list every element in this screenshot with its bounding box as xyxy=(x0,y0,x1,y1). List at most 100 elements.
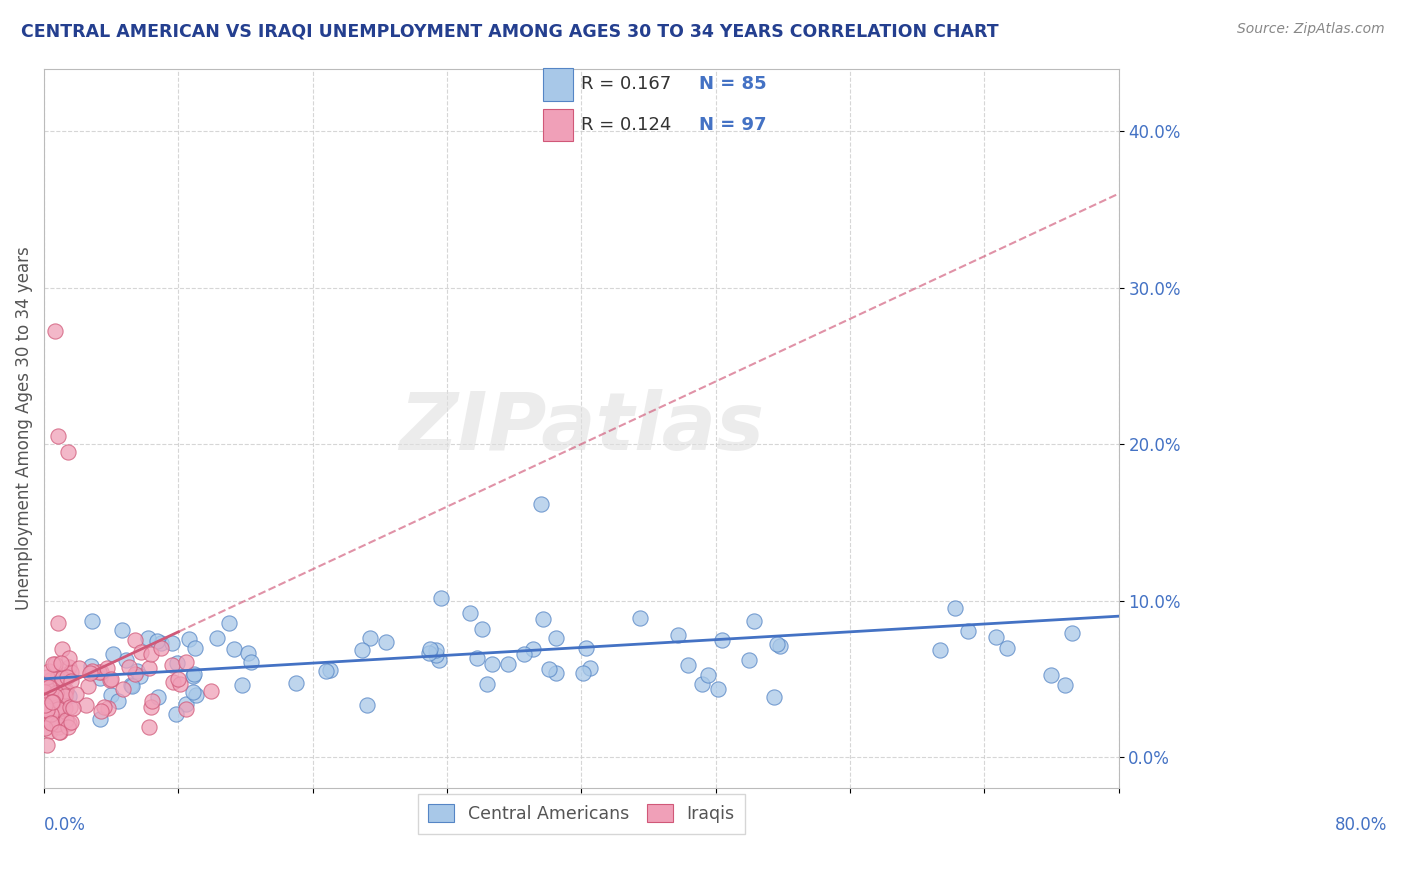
Point xyxy=(546,631,568,645)
Point xyxy=(1040,667,1063,681)
Point xyxy=(207,632,229,646)
Legend: Central Americans, Iraqis: Central Americans, Iraqis xyxy=(418,794,745,834)
Point xyxy=(374,635,396,649)
Point xyxy=(146,633,169,648)
Point xyxy=(41,695,63,709)
Y-axis label: Unemployment Among Ages 30 to 34 years: Unemployment Among Ages 30 to 34 years xyxy=(15,246,32,610)
Point xyxy=(174,702,197,716)
Point xyxy=(186,688,208,702)
Point xyxy=(90,665,112,679)
Point xyxy=(425,642,447,657)
Point xyxy=(45,691,67,706)
Point xyxy=(984,630,1007,644)
Point xyxy=(160,657,183,672)
Point xyxy=(59,674,82,689)
Point xyxy=(174,655,197,669)
Point xyxy=(218,616,240,631)
Point xyxy=(579,661,602,675)
Point xyxy=(35,701,58,715)
Point xyxy=(465,650,488,665)
Point xyxy=(572,665,595,680)
Point xyxy=(46,699,69,714)
Point xyxy=(53,689,76,703)
Point xyxy=(742,614,765,628)
Point xyxy=(929,643,952,657)
Text: N = 97: N = 97 xyxy=(699,116,766,134)
Point xyxy=(120,677,142,691)
Point xyxy=(80,614,103,628)
Point xyxy=(51,708,73,723)
Point xyxy=(58,689,80,703)
Point xyxy=(111,623,134,637)
Point xyxy=(112,681,135,696)
Point xyxy=(738,653,761,667)
Point xyxy=(136,632,159,646)
Point xyxy=(769,639,792,653)
Point xyxy=(34,681,56,696)
Point xyxy=(34,721,56,735)
Point xyxy=(352,643,374,657)
Point xyxy=(52,690,75,704)
Point xyxy=(48,690,70,705)
Point xyxy=(481,657,503,672)
Point xyxy=(38,724,60,739)
Point xyxy=(34,684,56,698)
Point xyxy=(427,653,450,667)
Point xyxy=(183,640,205,655)
Point xyxy=(117,659,139,673)
Point xyxy=(46,616,69,631)
Point xyxy=(51,679,73,693)
Point xyxy=(53,692,76,706)
Point xyxy=(530,496,553,510)
Point xyxy=(138,720,160,734)
Point xyxy=(46,701,69,715)
Point xyxy=(496,657,519,671)
Point xyxy=(356,698,378,713)
Point xyxy=(55,713,77,727)
Point xyxy=(58,660,80,674)
Point xyxy=(419,641,441,656)
Point xyxy=(238,646,260,660)
Point xyxy=(181,669,204,683)
Point xyxy=(107,694,129,708)
FancyBboxPatch shape xyxy=(543,109,572,141)
Point xyxy=(124,632,146,647)
Point xyxy=(34,677,56,691)
Point xyxy=(766,637,789,651)
Text: ZIPatlas: ZIPatlas xyxy=(399,390,763,467)
Point xyxy=(45,717,67,731)
Point xyxy=(42,695,65,709)
Point xyxy=(48,725,70,739)
Point xyxy=(141,694,163,708)
Point xyxy=(58,715,80,730)
Point xyxy=(45,686,67,700)
Point xyxy=(93,699,115,714)
Point xyxy=(44,689,66,703)
Point xyxy=(89,671,111,685)
Point xyxy=(65,687,87,701)
Point xyxy=(55,667,77,681)
Point xyxy=(41,657,63,671)
Text: 0.0%: 0.0% xyxy=(44,815,86,834)
Point xyxy=(49,656,72,670)
Point xyxy=(48,714,70,729)
Point xyxy=(100,688,122,702)
Point xyxy=(537,662,560,676)
Point xyxy=(763,690,786,705)
Point xyxy=(124,667,146,681)
Point xyxy=(89,712,111,726)
Point xyxy=(666,628,689,642)
Point xyxy=(575,640,598,655)
Point xyxy=(200,683,222,698)
Point xyxy=(676,658,699,673)
Point xyxy=(59,700,82,714)
Point xyxy=(55,683,77,698)
Point xyxy=(76,679,98,693)
Point xyxy=(284,676,307,690)
Point xyxy=(58,651,80,665)
Text: CENTRAL AMERICAN VS IRAQI UNEMPLOYMENT AMONG AGES 30 TO 34 YEARS CORRELATION CHA: CENTRAL AMERICAN VS IRAQI UNEMPLOYMENT A… xyxy=(21,22,998,40)
Point xyxy=(162,675,184,690)
Text: R = 0.167: R = 0.167 xyxy=(581,76,671,94)
Point xyxy=(56,720,79,734)
Point xyxy=(48,696,70,710)
